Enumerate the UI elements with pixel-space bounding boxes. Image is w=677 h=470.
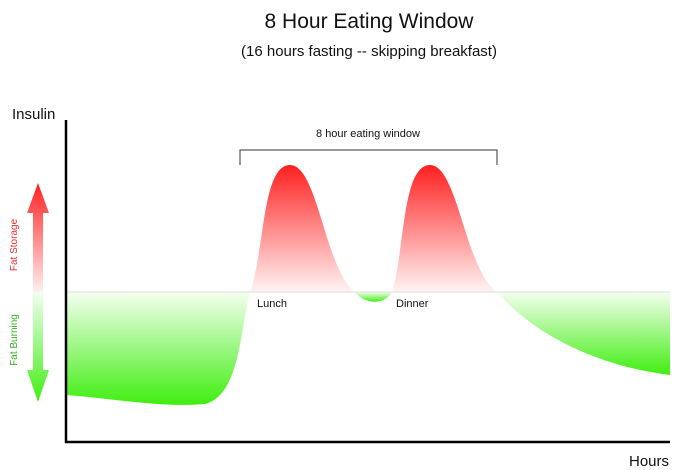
subtitle: (16 hours fasting -- skipping breakfast): [241, 43, 497, 60]
insulin-spike: [392, 165, 497, 292]
fat-burning-area: [66, 292, 250, 405]
x-axis-label: Hours: [629, 453, 669, 470]
fat-burning-area: [497, 292, 670, 375]
bracket-label: 8 hour eating window: [316, 128, 420, 140]
up-arrow: [27, 183, 49, 292]
fat-storage-label: Fat Storage: [9, 218, 20, 271]
fat-burning-area: [355, 292, 392, 302]
down-arrow: [27, 292, 49, 402]
meal-label: Dinner: [396, 298, 429, 310]
meal-label: Lunch: [257, 298, 287, 310]
fat-burning-label: Fat Burning: [9, 314, 20, 366]
insulin-spike: [250, 165, 355, 292]
y-axis-label: Insulin: [12, 106, 55, 123]
bracket: [239, 149, 498, 165]
title: 8 Hour Eating Window: [265, 10, 475, 33]
